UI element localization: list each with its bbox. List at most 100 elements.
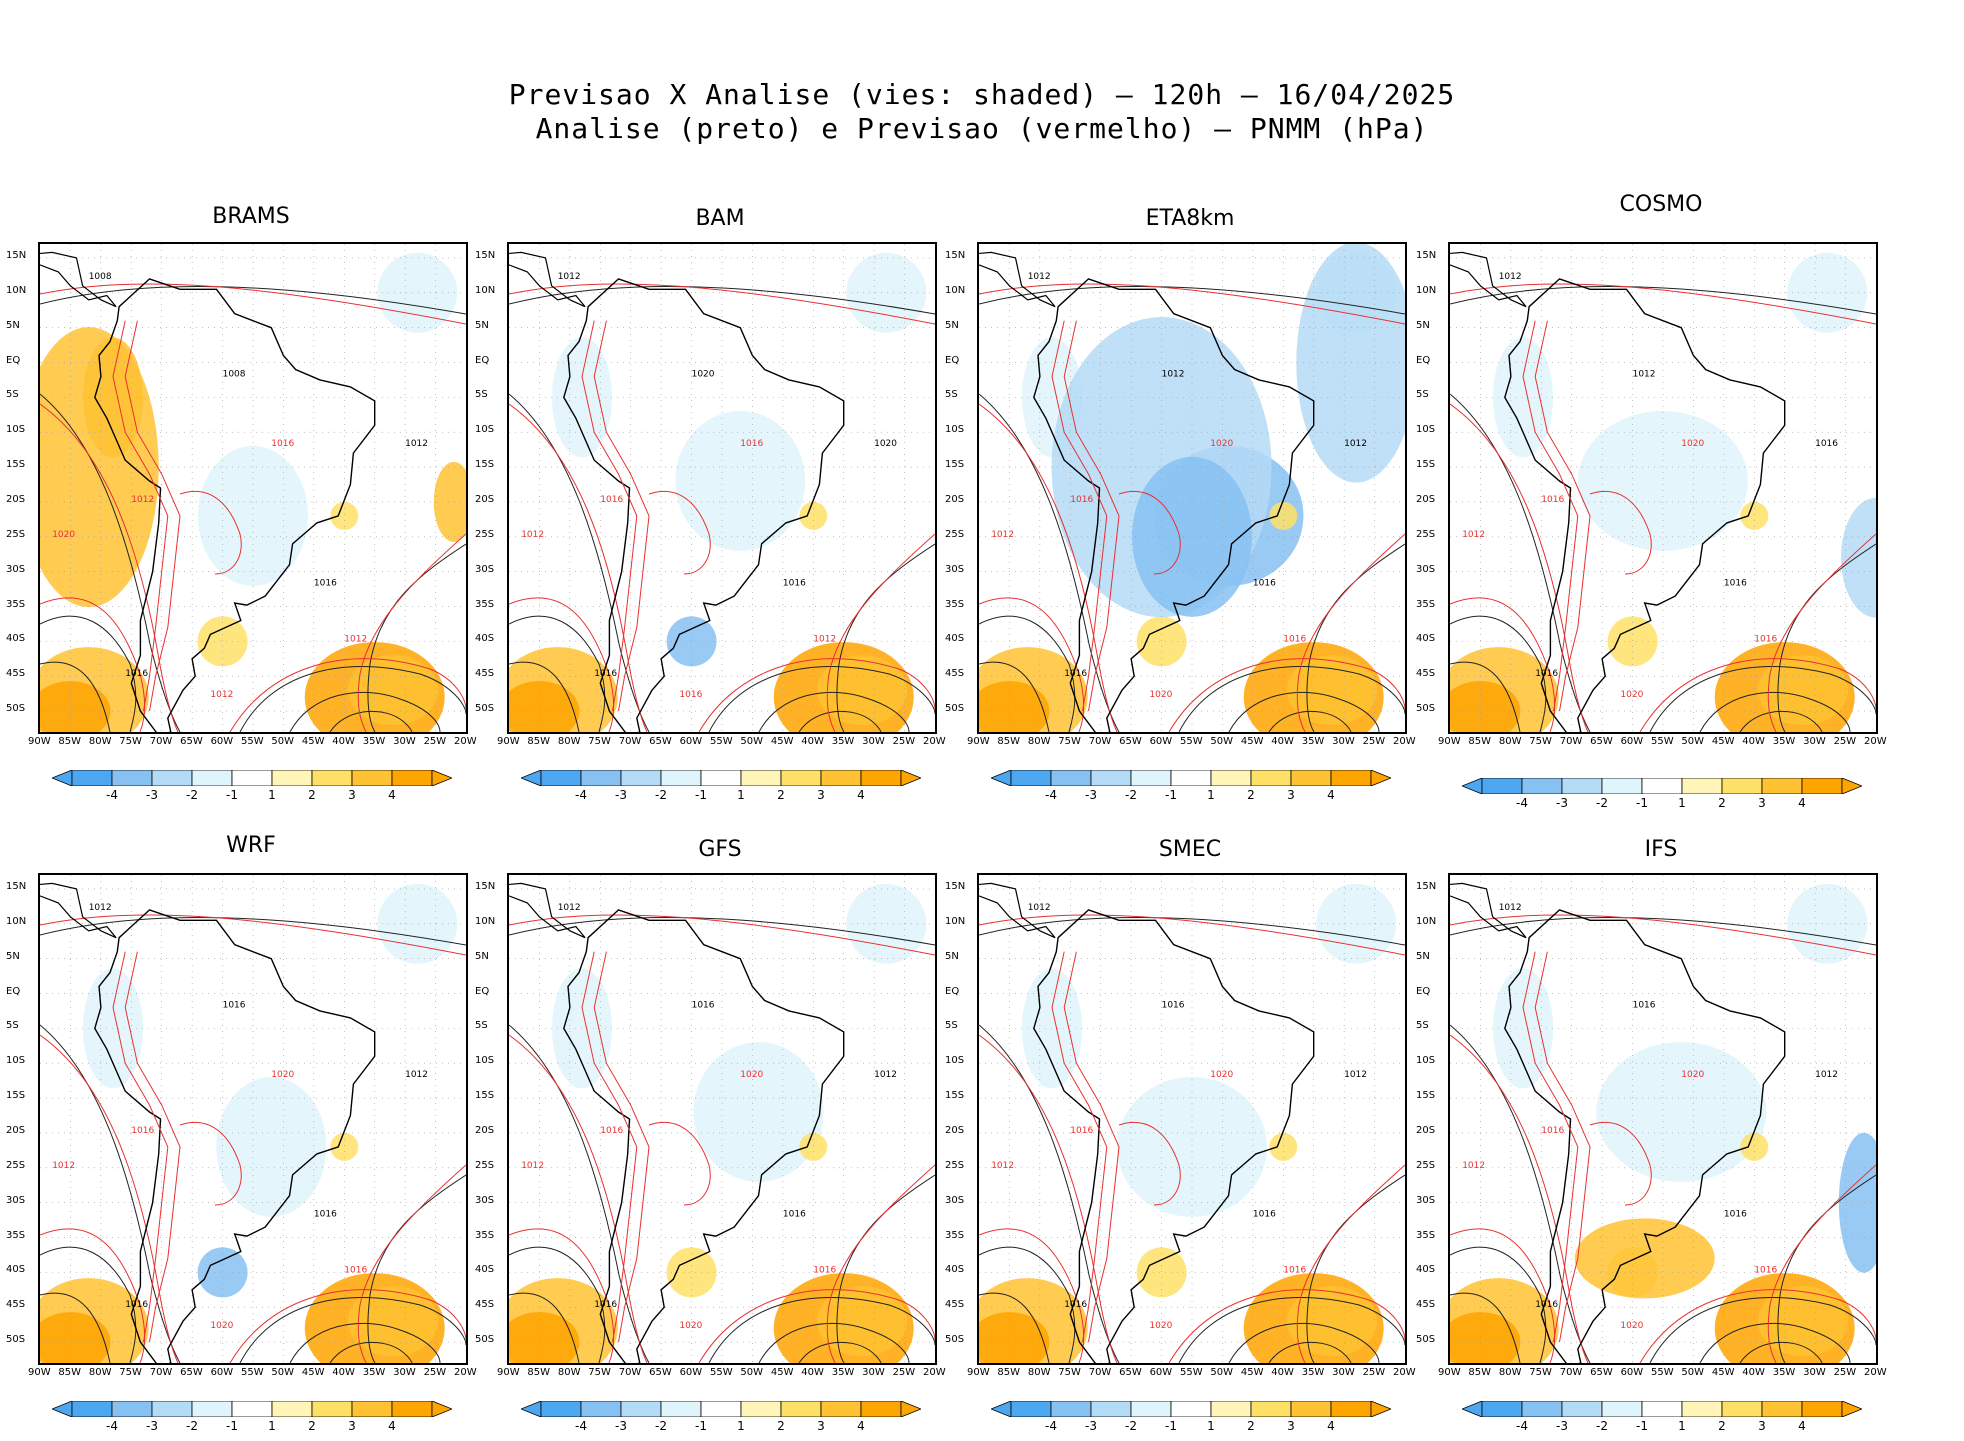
lat-label: 20S xyxy=(1416,493,1436,505)
isobar-analysis xyxy=(367,1174,466,1363)
lon-label: 30W xyxy=(393,1367,416,1378)
lat-label: 45S xyxy=(945,668,965,680)
lon-label: 70W xyxy=(1559,1367,1583,1378)
contour-label: 1016 xyxy=(1283,1265,1306,1275)
colorbar-arrow-right xyxy=(431,769,454,787)
lat-label: 40S xyxy=(1416,633,1436,645)
lat-label: 30S xyxy=(475,1194,495,1206)
lat-label: EQ xyxy=(6,985,21,997)
colorbar-svg xyxy=(989,1400,1393,1418)
lon-label: 80W xyxy=(557,1367,581,1378)
lon-label: 35W xyxy=(362,1367,386,1378)
isobar-analysis xyxy=(979,661,1050,732)
bias-shade-9 xyxy=(1841,497,1876,618)
lat-label: 15N xyxy=(475,249,496,261)
lat-label: 35S xyxy=(945,598,965,610)
colorbar-segment xyxy=(191,769,233,787)
colorbar-svg xyxy=(519,769,923,787)
contour-label: 1016 xyxy=(600,495,623,505)
lat-label: 5S xyxy=(475,389,488,401)
bias-shade-9 xyxy=(40,327,159,608)
isobar-analysis xyxy=(1777,543,1876,732)
colorbar-segment xyxy=(1601,1400,1643,1418)
colorbar-arrow-left xyxy=(519,1400,542,1418)
south-america-coastline xyxy=(94,909,376,1363)
lon-label: 70W xyxy=(149,1367,173,1378)
lat-label: 15S xyxy=(6,1090,26,1102)
lat-label: 5S xyxy=(6,1020,19,1032)
isobar-analysis xyxy=(40,286,466,315)
bias-shade-9 xyxy=(1574,1218,1715,1299)
contour-label: 1016 xyxy=(1253,1210,1276,1220)
bias-shade-4 xyxy=(675,411,806,551)
bias-shade-4 xyxy=(1578,411,1748,551)
isobar-forecast xyxy=(979,914,1405,956)
colorbar-tick: 2 xyxy=(1247,788,1255,802)
lat-label: EQ xyxy=(1416,354,1431,366)
contour-label: 1012 xyxy=(558,903,581,913)
lon-label: 30W xyxy=(1332,736,1355,747)
bias-shade-8 xyxy=(1787,883,1868,964)
isobar-analysis xyxy=(329,710,413,732)
lat-label: 40S xyxy=(1416,1264,1436,1276)
contour-label: 1020 xyxy=(679,1321,702,1331)
bias-shade-3 xyxy=(40,681,111,732)
isobar-forecast xyxy=(648,1121,711,1206)
bias-shade-10 xyxy=(433,461,466,542)
isobar-analysis xyxy=(1450,286,1876,315)
colorbar-tick: -2 xyxy=(655,1419,667,1433)
andes-contour xyxy=(124,320,181,712)
colorbar-segment xyxy=(860,769,902,787)
colorbar-segment xyxy=(1330,1400,1372,1418)
lat-label: 50S xyxy=(6,703,26,715)
colorbar-segment xyxy=(780,769,822,787)
panel-title: WRF xyxy=(226,833,276,858)
colorbar-tick: -3 xyxy=(615,1419,627,1433)
lon-label: 90W xyxy=(967,736,990,747)
lon-label: 30W xyxy=(862,736,885,747)
andes-contour xyxy=(1063,320,1120,712)
colorbar: -4 -3 -2 -1 1 2 3 4 xyxy=(50,769,454,810)
contour-label: 1016 xyxy=(223,1001,246,1011)
andes-contour xyxy=(1051,320,1108,712)
colorbar-segment xyxy=(311,1400,353,1418)
colorbar-tick: 4 xyxy=(1798,1419,1806,1433)
isobar-analysis xyxy=(509,1024,650,1363)
colorbar-tick: 4 xyxy=(1327,788,1335,802)
contour-label: 1016 xyxy=(1283,634,1306,644)
bias-shade-8 xyxy=(1787,252,1868,333)
colorbar-segment xyxy=(271,1400,313,1418)
colorbar-tick: 4 xyxy=(388,1419,396,1433)
lon-label: 50W xyxy=(1210,736,1234,747)
contour-label: 1016 xyxy=(740,439,763,449)
lon-label: 25W xyxy=(423,736,447,747)
contour-label: 1012 xyxy=(1499,272,1522,282)
colorbar-tick: 3 xyxy=(1287,1419,1295,1433)
map-frame: 1012 1016 1016 1012 1016 1020 1016 1016 1012 1020 xyxy=(38,873,468,1365)
bias-shade-8 xyxy=(377,883,458,964)
lon-label: 45W xyxy=(770,1367,794,1378)
andes-contour xyxy=(593,951,650,1343)
lon-label: 45W xyxy=(301,1367,325,1378)
contour-label: 1012 xyxy=(1028,272,1051,282)
lon-label: 20W xyxy=(1393,1367,1416,1378)
andes-contour xyxy=(1051,951,1108,1343)
colorbar-segment xyxy=(311,769,353,787)
lat-label: 35S xyxy=(945,1229,965,1241)
colorbar-segment xyxy=(231,769,273,787)
isobar-forecast xyxy=(1296,533,1405,732)
isobar-analysis xyxy=(40,661,111,732)
contour-label: 1012 xyxy=(210,690,233,700)
contour-label: 1016 xyxy=(1541,1126,1564,1136)
colorbar-svg xyxy=(1460,1400,1864,1418)
colorbar-segment xyxy=(540,769,582,787)
lon-label: 90W xyxy=(1438,736,1461,747)
lon-label: 70W xyxy=(618,736,642,747)
colorbar-segment xyxy=(1681,1400,1723,1418)
isobar-forecast xyxy=(179,490,242,575)
lat-label: 50S xyxy=(945,703,965,715)
lat-label: EQ xyxy=(945,985,960,997)
contour-label: 1016 xyxy=(344,1265,367,1275)
isobar-analysis xyxy=(836,1174,935,1363)
contour-label: 1012 xyxy=(813,634,836,644)
